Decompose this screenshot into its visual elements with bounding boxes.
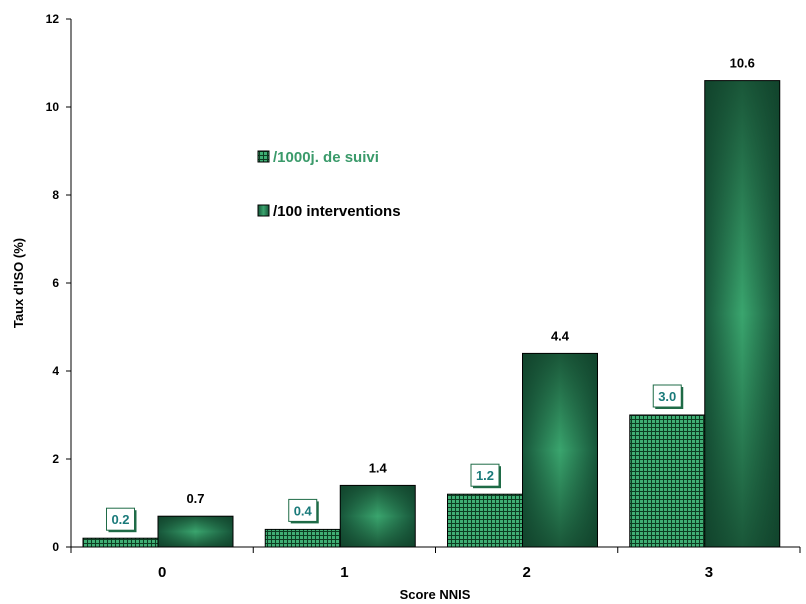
bar-1000j-2 (447, 493, 523, 548)
x-tick-label: 0 (158, 564, 166, 581)
bar-1000j-3 (629, 414, 706, 548)
data-label-box (470, 463, 500, 487)
data-label-100-interventions: 0.7 (186, 491, 204, 506)
data-label-100-interventions: 4.4 (551, 328, 570, 343)
y-axis-title: Taux d'ISO (%) (11, 238, 26, 328)
y-tick-label: 6 (52, 276, 59, 290)
y-tick-label: 12 (46, 12, 60, 26)
legend: /1000j. de suivi /100 interventions (257, 149, 401, 220)
x-tick-label: 3 (705, 564, 713, 581)
data-label-box (652, 384, 682, 408)
y-tick-label: 4 (52, 364, 59, 378)
bars (82, 80, 781, 548)
bar-100-interventions-shade-0 (157, 515, 234, 548)
legend-swatch-grid (257, 150, 270, 163)
legend-label-1000j: /1000j. de suivi (273, 149, 379, 166)
bar-1000j-1 (264, 528, 341, 548)
bar-100-interventions-shade-2 (522, 352, 598, 548)
data-label-box (288, 498, 318, 522)
data-label-1000j: 3.0 (658, 389, 676, 404)
x-tick-label: 2 (522, 564, 530, 581)
y-tick-label: 2 (52, 452, 59, 466)
x-tick-label: 1 (340, 564, 348, 581)
y-tick-label: 10 (46, 100, 60, 114)
data-label-1000j: 1.2 (476, 468, 494, 483)
x-axis-title: Score NNIS (400, 587, 471, 602)
legend-label-100-interventions: /100 interventions (273, 203, 401, 220)
y-ticks: 0 2 4 6 8 10 12 (46, 12, 71, 554)
data-labels: 0.2 0.7 0.4 1.4 1.2 4.4 3.0 10.6 (106, 56, 755, 533)
legend-swatch-gradient (257, 204, 270, 217)
bar-1000j-0 (82, 537, 159, 548)
data-label-1000j: 0.4 (294, 503, 313, 518)
bar-100-interventions-shade-3 (704, 80, 781, 548)
data-label-100-interventions: 10.6 (730, 56, 755, 71)
x-ticks: 0 1 2 3 (70, 547, 801, 581)
data-label-box (106, 507, 135, 531)
data-label-1000j: 0.2 (111, 512, 129, 527)
data-label-100-interventions: 1.4 (369, 460, 388, 475)
y-tick-label: 0 (52, 540, 59, 554)
bar-100-interventions-shade-1 (339, 484, 416, 548)
y-tick-label: 8 (52, 188, 59, 202)
